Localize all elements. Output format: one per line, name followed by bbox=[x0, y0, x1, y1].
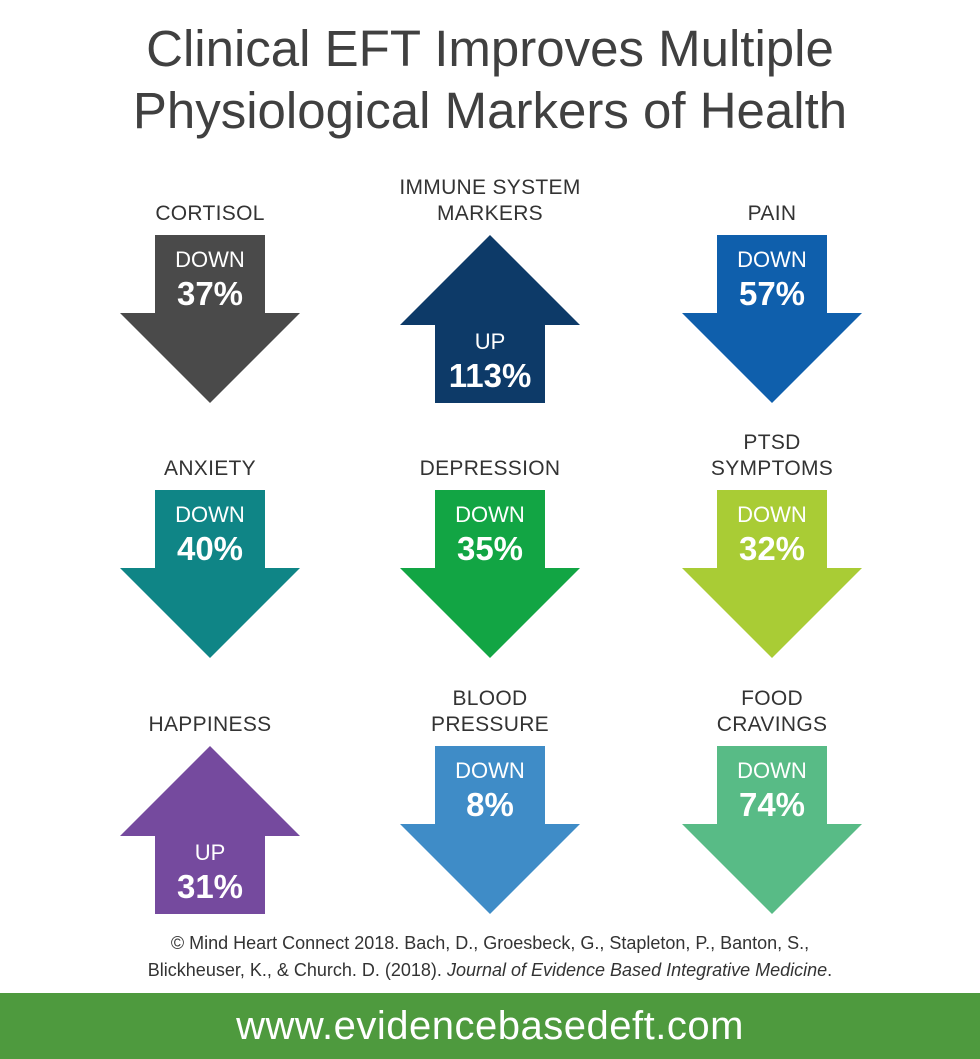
marker-direction: DOWN bbox=[455, 502, 525, 527]
marker-cell: IMMUNE SYSTEM MARKERS UP 113% bbox=[395, 175, 585, 425]
marker-direction: UP bbox=[474, 329, 506, 354]
page-title: Clinical EFT Improves Multiple Physiolog… bbox=[0, 18, 980, 142]
marker-value: 74% bbox=[738, 786, 806, 823]
marker-label-line: MARKERS bbox=[437, 202, 543, 225]
marker-cell: DEPRESSION DOWN 35% bbox=[395, 430, 585, 680]
marker-value: 37% bbox=[176, 275, 244, 312]
marker-label: BLOOD PRESSURE bbox=[375, 686, 605, 738]
marker-cell: FOOD CRAVINGS DOWN 74% bbox=[677, 686, 867, 936]
marker-label-line: PAIN bbox=[747, 202, 797, 225]
marker-value: 8% bbox=[466, 786, 514, 823]
marker-label-line: ANXIETY bbox=[164, 457, 256, 480]
arrow-down-icon: DOWN 35% bbox=[400, 490, 580, 658]
marker-cell: CORTISOL DOWN 37% bbox=[115, 175, 305, 425]
marker-label-line: CORTISOL bbox=[155, 202, 265, 225]
marker-value: 57% bbox=[738, 275, 806, 312]
footer-banner: www.evidencebasedeft.com bbox=[0, 993, 980, 1059]
marker-label-line: BLOOD bbox=[452, 687, 528, 710]
marker-label-line: DEPRESSION bbox=[419, 457, 561, 480]
marker-label-line: CRAVINGS bbox=[716, 713, 828, 736]
arrow-shape bbox=[400, 490, 580, 658]
arrow-down-icon: DOWN 74% bbox=[682, 746, 862, 914]
marker-label: DEPRESSION bbox=[375, 456, 605, 482]
marker-label-line: FOOD bbox=[741, 687, 803, 710]
marker-value: 35% bbox=[456, 530, 524, 567]
website-link[interactable]: www.evidencebasedeft.com bbox=[236, 1003, 744, 1048]
marker-label-line: PRESSURE bbox=[431, 713, 549, 736]
marker-direction: UP bbox=[194, 840, 226, 865]
marker-cell: PTSD SYMPTOMS DOWN 32% bbox=[677, 430, 867, 680]
arrow-down-icon: DOWN 32% bbox=[682, 490, 862, 658]
marker-label-line: PTSD bbox=[743, 431, 801, 454]
arrow-shape bbox=[120, 490, 300, 658]
citation: © Mind Heart Connect 2018. Bach, D., Gro… bbox=[0, 930, 980, 984]
arrow-down-icon: DOWN 37% bbox=[120, 235, 300, 403]
marker-label: HAPPINESS bbox=[95, 712, 325, 738]
citation-line-1: © Mind Heart Connect 2018. Bach, D., Gro… bbox=[170, 933, 810, 953]
marker-label: PAIN bbox=[657, 201, 887, 227]
marker-label: IMMUNE SYSTEM MARKERS bbox=[375, 175, 605, 227]
marker-direction: DOWN bbox=[737, 247, 807, 272]
citation-line-2: Blickheuser, K., & Church. D. (2018). Jo… bbox=[0, 957, 980, 984]
marker-value: 113% bbox=[448, 357, 532, 394]
arrow-shape bbox=[682, 235, 862, 403]
marker-label: CORTISOL bbox=[95, 201, 325, 227]
arrow-shape bbox=[400, 235, 580, 403]
marker-value: 40% bbox=[176, 530, 244, 567]
marker-value: 31% bbox=[176, 868, 244, 905]
arrow-shape bbox=[682, 746, 862, 914]
arrow-shape bbox=[120, 746, 300, 914]
marker-value: 32% bbox=[738, 530, 806, 567]
arrow-shape bbox=[120, 235, 300, 403]
marker-direction: DOWN bbox=[455, 758, 525, 783]
marker-label-line: IMMUNE SYSTEM bbox=[399, 176, 581, 199]
marker-label-line: HAPPINESS bbox=[148, 713, 272, 736]
title-line-2: Physiological Markers of Health bbox=[132, 82, 848, 139]
citation-end: . bbox=[827, 960, 833, 980]
arrow-up-icon: UP 113% bbox=[400, 235, 580, 403]
marker-cell: BLOOD PRESSURE DOWN 8% bbox=[395, 686, 585, 936]
marker-label: PTSD SYMPTOMS bbox=[657, 430, 887, 482]
arrow-down-icon: DOWN 40% bbox=[120, 490, 300, 658]
marker-label: ANXIETY bbox=[95, 456, 325, 482]
citation-journal: Journal of Evidence Based Integrative Me… bbox=[446, 960, 828, 980]
arrow-shape bbox=[682, 490, 862, 658]
marker-label-line: SYMPTOMS bbox=[710, 457, 834, 480]
citation-authors: Blickheuser, K., & Church. D. (2018). bbox=[147, 960, 447, 980]
marker-direction: DOWN bbox=[175, 502, 245, 527]
marker-cell: HAPPINESS UP 31% bbox=[115, 686, 305, 936]
arrow-shape bbox=[400, 746, 580, 914]
title-line-1: Clinical EFT Improves Multiple bbox=[146, 20, 834, 77]
marker-direction: DOWN bbox=[175, 247, 245, 272]
arrow-down-icon: DOWN 8% bbox=[400, 746, 580, 914]
arrow-up-icon: UP 31% bbox=[120, 746, 300, 914]
marker-direction: DOWN bbox=[737, 758, 807, 783]
arrow-down-icon: DOWN 57% bbox=[682, 235, 862, 403]
marker-cell: ANXIETY DOWN 40% bbox=[115, 430, 305, 680]
marker-cell: PAIN DOWN 57% bbox=[677, 175, 867, 425]
marker-label: FOOD CRAVINGS bbox=[657, 686, 887, 738]
marker-direction: DOWN bbox=[737, 502, 807, 527]
